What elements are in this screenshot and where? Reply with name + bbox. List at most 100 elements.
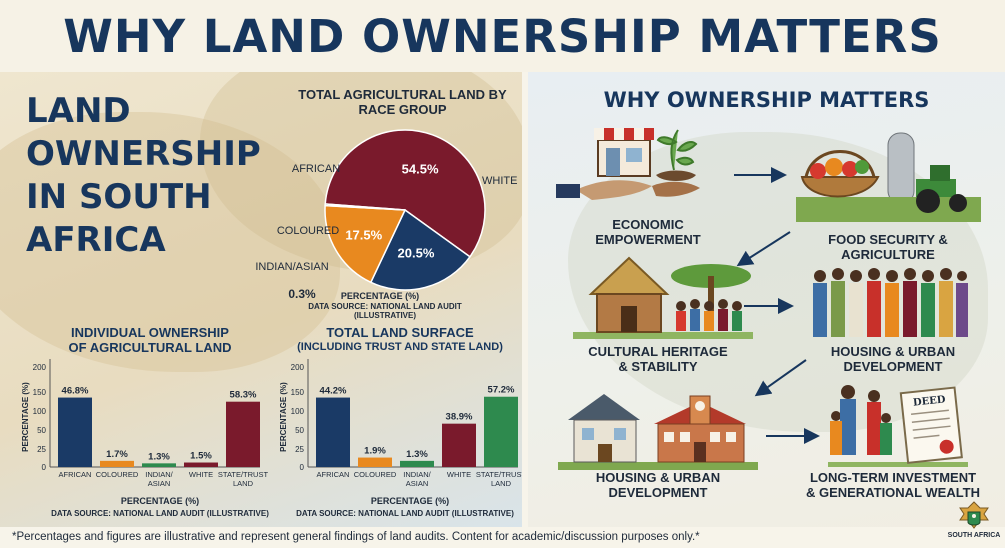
bar-value-label: 1.3% <box>406 449 428 460</box>
bar-value-label: 58.3% <box>230 390 257 401</box>
bar-value-label: 1.7% <box>106 449 128 460</box>
y-tick-label: 0 <box>42 463 47 472</box>
y-tick-label: 25 <box>37 445 46 454</box>
pie-chart: 54.5% 20.5% 17.5% WHITE AFRICAN COLOURED INDIA… <box>255 129 517 301</box>
bar-0 <box>316 397 350 467</box>
bar1-title-line: OF AGRICULTURAL LAND <box>68 340 232 355</box>
bar-4 <box>484 396 518 467</box>
benefit-label-line: & STABILITY <box>618 359 698 374</box>
right-panel-title: WHY OWNERSHIP MATTERS <box>603 88 930 112</box>
bar-0 <box>58 397 92 467</box>
x-category-label: ASIAN <box>148 479 171 488</box>
bar-3 <box>184 462 218 467</box>
benefit-label: LONG-TERM INVESTMENT & GENERATIONAL WEAL… <box>783 470 1003 500</box>
benefit-label-line: HOUSING & URBAN <box>595 470 721 485</box>
benefit-label-line: DEVELOPMENT <box>843 359 943 374</box>
hut-tree-people-icon <box>573 256 753 339</box>
y-tick-label: 50 <box>295 426 304 435</box>
pie-chart-title: TOTAL AGRICULTURAL LAND BY RACE GROUP <box>298 87 507 117</box>
benefit-label-line: HOUSING & URBAN <box>830 344 956 359</box>
y-tick-label: 100 <box>33 407 47 416</box>
benefit-label-line: FOOD SECURITY & <box>828 232 948 247</box>
benefit-label: HOUSING & URBAN DEVELOPMENT <box>568 470 748 500</box>
left-title: LAND OWNERSHIP IN SOUTH AFRICA <box>26 90 261 262</box>
bar-2 <box>400 460 434 467</box>
y-tick-label: 100 <box>291 407 305 416</box>
flow-arrows <box>734 167 820 444</box>
x-category-label: AFRICAN <box>317 470 350 479</box>
family-deed-icon <box>828 385 968 467</box>
y-tick-label: 200 <box>291 363 305 372</box>
bar2-title-line: (INCLUDING TRUST AND STATE LAND) <box>297 341 503 353</box>
bar-value-label: 46.8% <box>62 386 89 397</box>
x-category-label: INDIAN/ <box>403 470 431 479</box>
bar-value-label: 44.2% <box>320 386 347 397</box>
y-axis-label: PERCENTAGE (%) <box>21 382 30 452</box>
benefit-label: CULTURAL HERITAGE & STABILITY <box>573 344 743 374</box>
hand-shop-plant-icon <box>556 128 700 200</box>
left-title-line: OWNERSHIP <box>26 134 261 174</box>
footer-note: *Percentages and figures are illustrativ… <box>0 527 1005 548</box>
bar-value-label: 1.3% <box>148 451 170 462</box>
x-category-label: COLOURED <box>354 470 397 479</box>
pie-xlabel: PERCENTAGE (%) <box>340 291 420 301</box>
pie-value-label: 0.3% <box>288 287 316 301</box>
bar1-source: DATA SOURCE: NATIONAL LAND AUDIT (ILLUST… <box>51 509 269 518</box>
x-category-label: AFRICAN <box>59 470 92 479</box>
bar-value-label: 38.9% <box>446 412 473 423</box>
benefit-label-line: ECONOMIC <box>612 217 684 232</box>
bar-chart-individual-ownership: 0 25 50 100 150 200 PERCENTAGE (%) 46.8% AFRICAN… <box>21 359 269 488</box>
pie-source: DATA SOURCE: NATIONAL LAND AUDIT (ILLUST… <box>308 302 462 320</box>
farm-basket-tractor-icon <box>796 132 981 222</box>
bar-3 <box>442 423 476 467</box>
panel-divider <box>522 72 528 527</box>
map-shape <box>0 112 340 372</box>
y-tick-label: 0 <box>300 463 305 472</box>
bar1-xlabel: PERCENTAGE (%) <box>120 496 200 506</box>
bar2-xlabel: PERCENTAGE (%) <box>370 496 450 506</box>
x-category-label: STATE/TRUST <box>476 470 522 479</box>
y-tick-label: 200 <box>33 363 47 372</box>
y-axis-label: PERCENTAGE (%) <box>279 382 288 452</box>
left-title-line: LAND <box>26 91 131 131</box>
pie-value-label: 54.5% <box>402 162 439 177</box>
x-category-label: ASIAN <box>406 479 429 488</box>
pie-category-label: INDIAN/ASIAN <box>255 261 328 273</box>
left-title-line: IN SOUTH <box>26 177 212 217</box>
pie-value-label: 17.5% <box>345 228 382 243</box>
y-tick-label: 25 <box>295 445 304 454</box>
y-tick-label: 150 <box>33 388 47 397</box>
benefit-label: HOUSING & URBAN DEVELOPMENT <box>803 344 983 374</box>
x-category-label: STATE/TRUST <box>218 470 269 479</box>
y-tick-label: 150 <box>291 388 305 397</box>
left-title-line: AFRICA <box>26 220 166 260</box>
community-people-icon <box>813 268 968 337</box>
bar2-title: TOTAL LAND SURFACE (INCLUDING TRUST AND … <box>280 325 520 355</box>
house-school-icon <box>558 394 758 470</box>
benefit-label: FOOD SECURITY & AGRICULTURE <box>798 232 978 262</box>
bar-1 <box>358 457 392 467</box>
y-tick-label: 50 <box>37 426 46 435</box>
bar-value-label: 1.9% <box>364 446 386 457</box>
coat-of-arms-icon <box>959 501 989 529</box>
benefit-label-line: & GENERATIONAL WEALTH <box>805 485 981 500</box>
benefit-label-line: EMPOWERMENT <box>595 232 701 247</box>
pie-slice-indian-asian <box>324 203 406 211</box>
pie-category-label: WHITE <box>482 175 517 187</box>
x-category-label: WHITE <box>189 470 213 479</box>
pie-slice-coloured <box>324 204 407 284</box>
bar-chart-total-land-surface: 0 25 50 100 150 200 PERCENTAGE (%) 44.2% AFRICAN… <box>279 359 522 488</box>
right-panel: WHY OWNERSHIP MATTERS ECONOMIC EMPOWERME… <box>528 72 1005 527</box>
benefit-label-line: LONG-TERM INVESTMENT <box>809 470 977 485</box>
benefit-label-line: AGRICULTURE <box>841 247 935 262</box>
x-category-label: COLOURED <box>96 470 139 479</box>
bar-2 <box>142 463 176 467</box>
pie-slice-white <box>324 129 486 258</box>
bar1-title: INDIVIDUAL OWNERSHIP OF AGRICULTURAL LAN… <box>20 325 280 355</box>
bar-value-label: 57.2% <box>488 385 515 396</box>
flow-arrow <box>736 231 791 267</box>
emblem-label: SOUTH AFRICA <box>947 532 1001 539</box>
pie-category-label: AFRICAN <box>292 163 340 175</box>
x-category-label: INDIAN/ <box>145 470 173 479</box>
benefit-label-line: CULTURAL HERITAGE <box>588 344 728 359</box>
